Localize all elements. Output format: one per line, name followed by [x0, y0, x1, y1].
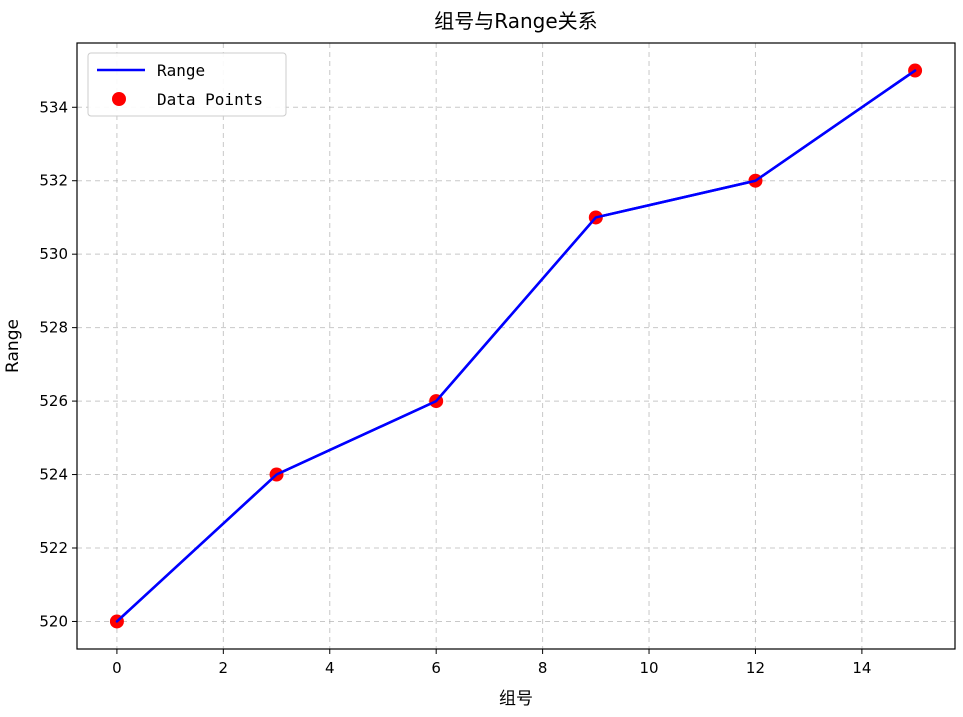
- x-tick-label: 14: [852, 659, 871, 677]
- x-axis-title: 组号: [499, 689, 533, 709]
- y-axis-title: Range: [3, 319, 23, 373]
- legend-point-swatch: [112, 92, 126, 106]
- grid-lines: [77, 43, 955, 649]
- plot-frame: [76, 42, 956, 650]
- x-tick-label: 0: [112, 659, 122, 677]
- x-tick-label: 12: [746, 659, 765, 677]
- y-tick-label: 520: [39, 612, 68, 630]
- data-layer: [109, 63, 923, 629]
- y-tick-label: 534: [39, 98, 68, 116]
- range-series-line-overlay: [115, 69, 917, 623]
- axis-ticks: 0 2 4 6 8 10 12 14 520 522 524 526 528 530 532 534: [39, 98, 871, 677]
- x-tick-label: 4: [325, 659, 335, 677]
- legend-label-data-points: Data Points: [157, 90, 263, 109]
- y-tick-label: 530: [39, 245, 68, 263]
- legend: Range Data Points: [87, 52, 287, 117]
- y-tick-label: 528: [39, 319, 68, 337]
- y-tick-label: 532: [39, 172, 68, 190]
- x-tick-label: 2: [219, 659, 229, 677]
- y-tick-label: 524: [39, 466, 68, 484]
- x-tick-label: 10: [639, 659, 658, 677]
- y-tick-label: 522: [39, 539, 68, 557]
- legend-label-range: Range: [157, 61, 205, 80]
- chart-title: 组号与Range关系: [434, 9, 597, 33]
- y-tick-label: 526: [39, 392, 68, 410]
- x-tick-label: 8: [538, 659, 548, 677]
- x-tick-label: 6: [431, 659, 441, 677]
